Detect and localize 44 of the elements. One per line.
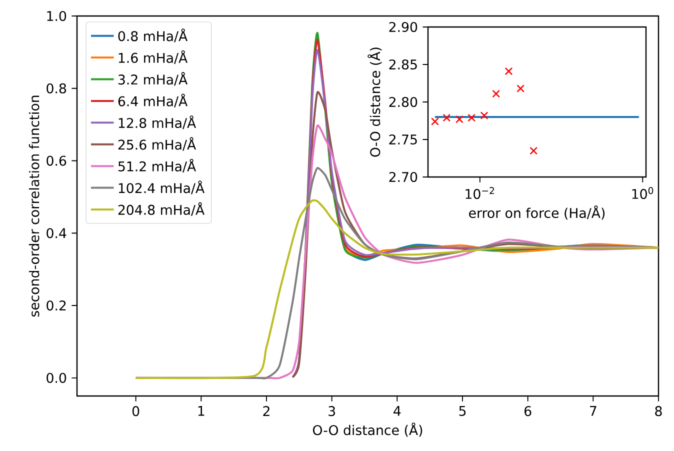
point [430,118,439,126]
y-axis-title: second-order correlation function [28,96,40,317]
y-tick-label: 2.85 [389,59,417,70]
point [492,90,500,98]
x-tick-label: 5 [459,406,466,416]
y-tick-label: 2.80 [389,96,418,108]
x-axis-title: O-O distance (Å) [312,422,422,437]
legend-label: 51.2 mHa/Å [118,158,196,172]
x-tick-label: 6 [524,406,532,416]
y-tick-label: 2.75 [389,134,417,145]
y-tick-label: 1.0 [47,10,66,22]
x-tick-label: 4 [394,406,401,416]
x-tick-label: 3 [328,406,335,416]
legend-label: 1.6 mHa/Å [118,50,188,64]
x-tick-label: 2 [263,406,270,416]
x-tick-label: 10$^{−2}$ [466,187,494,199]
point [504,67,513,76]
legend-label: 3.2 mHa/Å [118,72,188,86]
legend-label: 204.8 mHa/Å [118,202,204,216]
legend-label: 6.4 mHa/Å [118,94,188,108]
y-tick-label: 0.8 [46,83,66,94]
point [516,84,525,92]
legend-label: 12.8 mHa/Å [118,115,196,130]
legend-label: 25.6 mHa/Å [118,137,196,151]
point [530,146,538,155]
x-axis-title: error on force (Ha/Å) [469,205,605,220]
legend-label: 0.8 mHa/Å [118,28,188,42]
y-tick-label: 0.4 [46,228,66,238]
y-tick-label: 2.90 [389,22,418,32]
legend-label: 102.4 mHa/Å [118,180,204,194]
x-tick-label: 1 [198,406,204,416]
x-tick-label: 8 [655,406,662,416]
y-tick-label: 0.6 [46,156,66,166]
y-tick-label: 2.70 [389,172,418,182]
y-tick-label: 0.0 [46,372,66,383]
x-tick-label: 10$^{0}$ [632,187,654,199]
y-axis-title: O-O distance (Å) [368,48,382,157]
point [442,114,451,122]
x-tick-label: 0 [132,406,140,416]
y-tick-label: 0.2 [46,300,66,311]
x-tick-label: 7 [590,406,596,416]
point [480,112,488,120]
point [455,115,464,124]
point [468,114,476,122]
